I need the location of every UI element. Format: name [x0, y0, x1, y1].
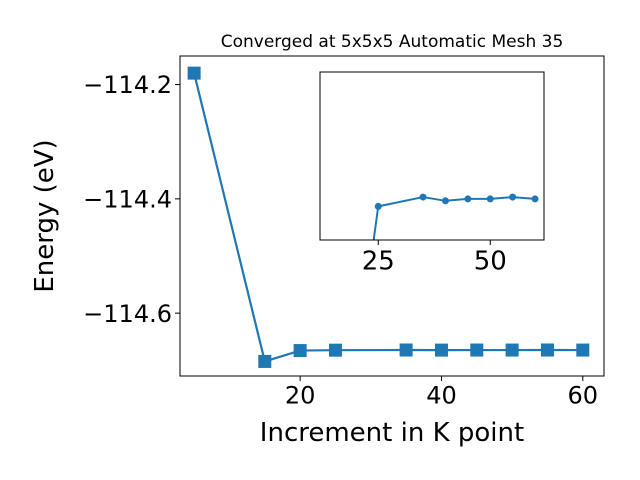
plot-frame — [179, 55, 605, 377]
series-line — [193, 72, 583, 363]
data-point — [531, 195, 539, 203]
data-point — [505, 343, 519, 357]
series-line — [372, 196, 536, 240]
x-tick-label: 60 — [568, 382, 599, 410]
x-tick-label: 25 — [362, 246, 395, 276]
x-tick-label: 20 — [285, 382, 316, 410]
plot-area — [320, 72, 544, 240]
data-point — [258, 354, 272, 368]
data-point — [509, 193, 517, 201]
data-point — [419, 193, 427, 201]
data-point — [486, 195, 494, 203]
data-point — [374, 202, 382, 210]
data-point — [464, 195, 472, 203]
data-point — [187, 66, 201, 80]
data-point — [441, 197, 449, 205]
data-point — [293, 344, 307, 358]
x-tick-label: 50 — [474, 246, 507, 276]
data-point — [576, 343, 590, 357]
chart-title: Converged at 5x5x5 Automatic Mesh 35 — [221, 32, 564, 52]
y-tick-label: −114.2 — [83, 71, 172, 99]
data-point — [328, 343, 342, 357]
plot-frame — [319, 71, 545, 241]
x-tick-label: 40 — [426, 382, 457, 410]
series-group — [372, 196, 536, 240]
y-tick-label: −114.4 — [83, 185, 172, 213]
x-axis-label: Increment in K point — [260, 418, 524, 448]
series-group — [193, 72, 583, 363]
data-point — [470, 343, 484, 357]
data-point — [434, 343, 448, 357]
data-point — [399, 343, 413, 357]
y-tick-label: −114.6 — [83, 300, 172, 328]
data-point — [540, 343, 554, 357]
y-axis-label: Energy (eV) — [30, 139, 60, 292]
